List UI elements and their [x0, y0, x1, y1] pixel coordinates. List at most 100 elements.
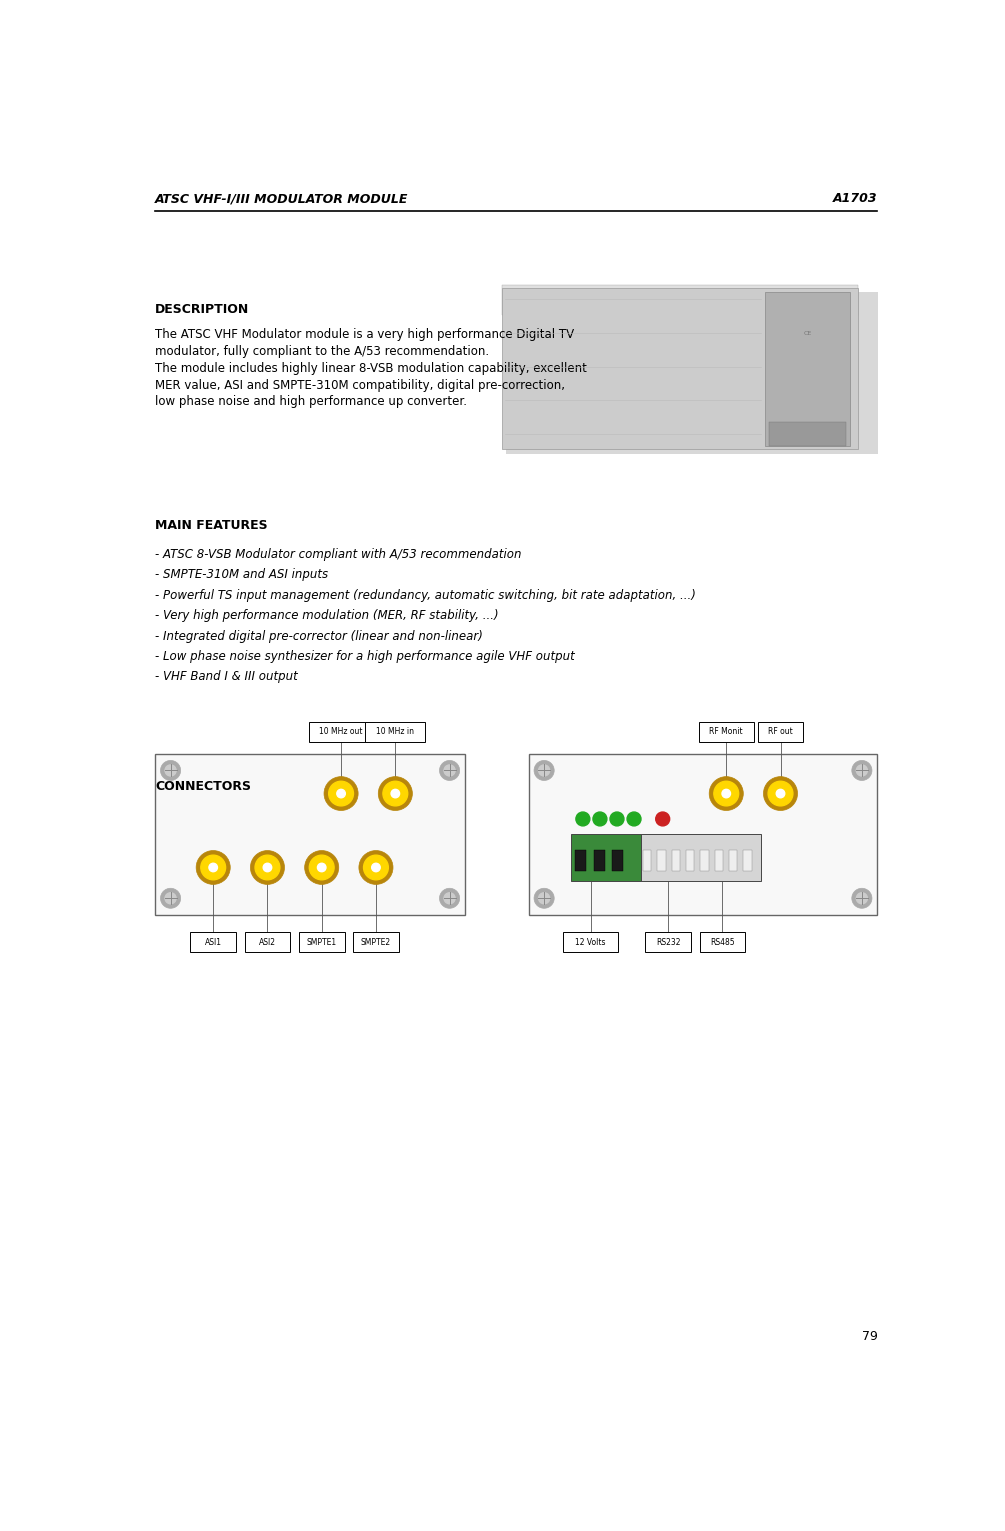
Circle shape	[610, 811, 624, 825]
Circle shape	[250, 851, 284, 885]
Circle shape	[324, 776, 358, 810]
Circle shape	[305, 851, 339, 885]
Text: - Powerful TS input management (redundancy, automatic switching, bit rate adapta: - Powerful TS input management (redundan…	[155, 589, 695, 602]
Text: low phase noise and high performance up converter.: low phase noise and high performance up …	[155, 395, 467, 409]
Circle shape	[359, 851, 393, 885]
Circle shape	[534, 888, 554, 908]
Text: - SMPTE-310M and ASI inputs: - SMPTE-310M and ASI inputs	[155, 568, 329, 582]
Circle shape	[337, 790, 346, 798]
Text: MAIN FEATURES: MAIN FEATURES	[155, 519, 267, 531]
Circle shape	[165, 766, 176, 776]
Circle shape	[534, 761, 554, 781]
Circle shape	[196, 851, 230, 885]
Text: 10 MHz in: 10 MHz in	[376, 727, 414, 736]
Text: MER value, ASI and SMPTE-310M compatibility, digital pre-correction,: MER value, ASI and SMPTE-310M compatibil…	[155, 378, 565, 392]
Circle shape	[655, 811, 669, 825]
Circle shape	[209, 863, 217, 871]
FancyBboxPatch shape	[529, 753, 877, 916]
Circle shape	[593, 811, 607, 825]
Circle shape	[329, 781, 354, 805]
Circle shape	[856, 766, 867, 776]
Circle shape	[372, 863, 380, 871]
FancyBboxPatch shape	[729, 850, 738, 871]
Text: DESCRIPTION: DESCRIPTION	[155, 303, 249, 315]
FancyBboxPatch shape	[298, 932, 345, 952]
Text: ATSC VHF-I/III MODULATOR MODULE: ATSC VHF-I/III MODULATOR MODULE	[155, 193, 408, 205]
Circle shape	[539, 766, 550, 776]
Text: 12 Volts: 12 Volts	[576, 937, 606, 946]
Circle shape	[710, 776, 744, 810]
Text: RF out: RF out	[768, 727, 793, 736]
FancyBboxPatch shape	[309, 723, 374, 743]
Circle shape	[444, 893, 455, 903]
FancyBboxPatch shape	[657, 850, 665, 871]
Circle shape	[714, 781, 739, 805]
FancyBboxPatch shape	[699, 932, 746, 952]
FancyBboxPatch shape	[353, 932, 399, 952]
FancyBboxPatch shape	[715, 850, 724, 871]
Circle shape	[439, 888, 459, 908]
Circle shape	[856, 893, 867, 903]
FancyBboxPatch shape	[155, 753, 465, 916]
Circle shape	[383, 781, 408, 805]
Text: - Integrated digital pre-corrector (linear and non-linear): - Integrated digital pre-corrector (line…	[155, 629, 483, 643]
FancyBboxPatch shape	[645, 932, 691, 952]
Circle shape	[852, 761, 872, 781]
Text: RS485: RS485	[711, 937, 735, 946]
FancyBboxPatch shape	[501, 285, 858, 314]
FancyBboxPatch shape	[190, 932, 236, 952]
Circle shape	[378, 776, 412, 810]
Circle shape	[161, 761, 181, 781]
Circle shape	[439, 761, 459, 781]
FancyBboxPatch shape	[571, 834, 641, 880]
Circle shape	[852, 888, 872, 908]
FancyBboxPatch shape	[563, 932, 618, 952]
FancyBboxPatch shape	[612, 850, 623, 871]
Text: SMPTE2: SMPTE2	[361, 937, 391, 946]
Circle shape	[364, 856, 388, 880]
Text: The ATSC VHF Modulator module is a very high performance Digital TV: The ATSC VHF Modulator module is a very …	[155, 328, 574, 341]
Text: modulator, fully compliant to the A/53 recommendation.: modulator, fully compliant to the A/53 r…	[155, 344, 489, 358]
FancyBboxPatch shape	[575, 850, 586, 871]
Text: 79: 79	[861, 1330, 877, 1343]
FancyBboxPatch shape	[758, 723, 803, 743]
Circle shape	[391, 790, 400, 798]
Circle shape	[318, 863, 326, 871]
Circle shape	[764, 776, 798, 810]
Circle shape	[627, 811, 641, 825]
FancyBboxPatch shape	[744, 850, 752, 871]
Text: The module includes highly linear 8-VSB modulation capability, excellent: The module includes highly linear 8-VSB …	[155, 361, 587, 375]
Circle shape	[255, 856, 279, 880]
Circle shape	[444, 766, 455, 776]
FancyBboxPatch shape	[643, 850, 651, 871]
Text: CE: CE	[804, 331, 812, 337]
Text: RF Monit: RF Monit	[710, 727, 743, 736]
Text: ASI2: ASI2	[259, 937, 276, 946]
FancyBboxPatch shape	[671, 850, 680, 871]
FancyBboxPatch shape	[698, 723, 754, 743]
Circle shape	[161, 888, 181, 908]
FancyBboxPatch shape	[700, 850, 709, 871]
FancyBboxPatch shape	[244, 932, 290, 952]
FancyBboxPatch shape	[769, 423, 846, 446]
Circle shape	[263, 863, 271, 871]
Text: - Low phase noise synthesizer for a high performance agile VHF output: - Low phase noise synthesizer for a high…	[155, 651, 575, 663]
Circle shape	[768, 781, 793, 805]
Text: 10 MHz out: 10 MHz out	[320, 727, 363, 736]
Circle shape	[722, 790, 731, 798]
FancyBboxPatch shape	[501, 288, 858, 450]
Text: ASI1: ASI1	[205, 937, 222, 946]
Text: A1703: A1703	[833, 193, 877, 205]
Circle shape	[201, 856, 225, 880]
Text: RS232: RS232	[656, 937, 680, 946]
Text: - VHF Band I & III output: - VHF Band I & III output	[155, 671, 297, 683]
FancyBboxPatch shape	[507, 292, 878, 455]
Text: - Very high performance modulation (MER, RF stability, ...): - Very high performance modulation (MER,…	[155, 609, 498, 622]
Text: - ATSC 8-VSB Modulator compliant with A/53 recommendation: - ATSC 8-VSB Modulator compliant with A/…	[155, 548, 522, 560]
FancyBboxPatch shape	[641, 834, 761, 880]
FancyBboxPatch shape	[365, 723, 425, 743]
Circle shape	[165, 893, 176, 903]
Circle shape	[539, 893, 550, 903]
Circle shape	[776, 790, 785, 798]
Circle shape	[310, 856, 334, 880]
